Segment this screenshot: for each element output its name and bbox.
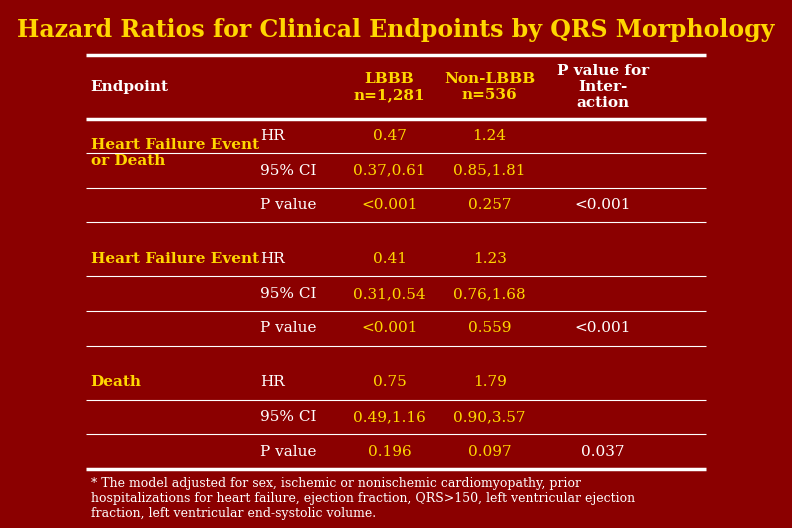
- Text: 0.257: 0.257: [468, 198, 512, 212]
- Text: HR: HR: [261, 375, 285, 390]
- Text: 0.559: 0.559: [468, 322, 512, 335]
- Text: <0.001: <0.001: [361, 322, 418, 335]
- Text: Death: Death: [90, 375, 142, 390]
- Text: Non-LBBB
n=536: Non-LBBB n=536: [444, 72, 535, 102]
- Text: 1.23: 1.23: [473, 252, 507, 266]
- Text: 0.097: 0.097: [468, 445, 512, 459]
- Text: P value: P value: [261, 445, 317, 459]
- Text: 0.76,1.68: 0.76,1.68: [453, 287, 526, 301]
- Text: 0.85,1.81: 0.85,1.81: [453, 164, 526, 177]
- Text: 0.90,3.57: 0.90,3.57: [453, 410, 526, 424]
- Text: 95% CI: 95% CI: [261, 410, 317, 424]
- Text: * The model adjusted for sex, ischemic or nonischemic cardiomyopathy, prior
hosp: * The model adjusted for sex, ischemic o…: [90, 477, 634, 520]
- Text: P value: P value: [261, 322, 317, 335]
- Text: Hazard Ratios for Clinical Endpoints by QRS Morphology: Hazard Ratios for Clinical Endpoints by …: [17, 18, 775, 42]
- Text: 0.75: 0.75: [373, 375, 406, 390]
- Text: Heart Failure Event: Heart Failure Event: [90, 252, 259, 266]
- Text: HR: HR: [261, 252, 285, 266]
- Text: LBBB
n=1,281: LBBB n=1,281: [354, 72, 425, 102]
- Text: P value: P value: [261, 198, 317, 212]
- Text: 0.31,0.54: 0.31,0.54: [353, 287, 426, 301]
- Text: 0.41: 0.41: [372, 252, 406, 266]
- Text: <0.001: <0.001: [574, 322, 631, 335]
- Text: Heart Failure Event
or Death: Heart Failure Event or Death: [90, 138, 259, 168]
- Text: 95% CI: 95% CI: [261, 287, 317, 301]
- Text: 0.196: 0.196: [367, 445, 411, 459]
- Text: P value for
Inter-
action: P value for Inter- action: [557, 63, 649, 110]
- Text: 95% CI: 95% CI: [261, 164, 317, 177]
- Text: 0.37,0.61: 0.37,0.61: [353, 164, 426, 177]
- Text: 1.79: 1.79: [473, 375, 507, 390]
- Text: HR: HR: [261, 129, 285, 143]
- Text: 0.49,1.16: 0.49,1.16: [353, 410, 426, 424]
- Text: Endpoint: Endpoint: [90, 80, 169, 94]
- Text: <0.001: <0.001: [361, 198, 418, 212]
- Text: 0.037: 0.037: [581, 445, 624, 459]
- Text: 1.24: 1.24: [473, 129, 507, 143]
- Text: 0.47: 0.47: [372, 129, 406, 143]
- Text: <0.001: <0.001: [574, 198, 631, 212]
